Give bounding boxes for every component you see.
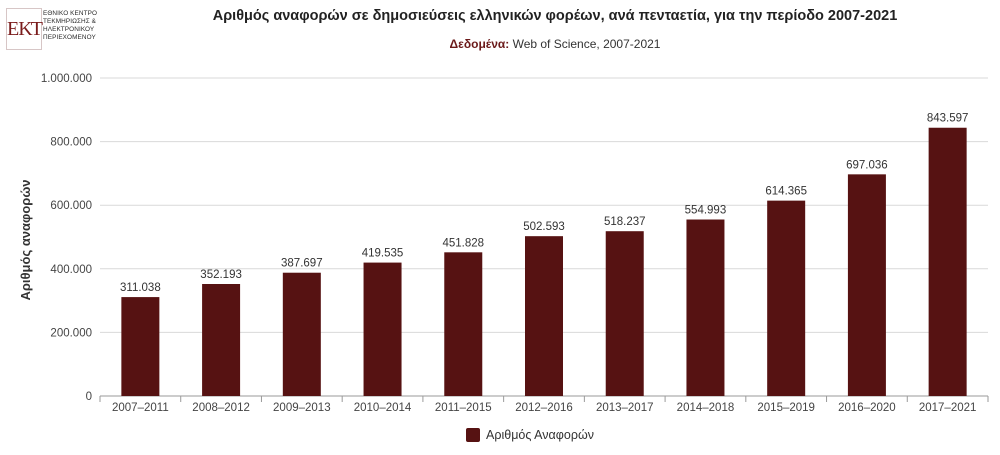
x-tick-label: 2008–2012	[192, 402, 250, 414]
bar[interactable]	[202, 284, 241, 396]
bar[interactable]	[928, 127, 967, 397]
ekt-logo-mark: ΕΚΤ	[6, 8, 43, 50]
chart-title: Αριθμός αναφορών σε δημοσιεύσεις ελληνικ…	[212, 8, 898, 24]
legend[interactable]: Αριθμός Αναφορών	[0, 428, 1000, 442]
bars	[121, 127, 967, 397]
bar[interactable]	[605, 231, 644, 396]
bar[interactable]	[363, 262, 402, 396]
bar[interactable]	[121, 297, 160, 396]
bar[interactable]	[847, 174, 886, 396]
y-tick-label: 600.000	[50, 200, 92, 212]
bar-value-label: 387.697	[281, 258, 323, 270]
bar-chart: 0 200.000 400.000 600.000 800.000 1.000.000 3…	[18, 73, 989, 414]
bar-value-label: 554.993	[685, 205, 727, 217]
bar-value-label: 502.593	[523, 221, 565, 233]
logo-line: ΤΕΚΜΗΡΙΩΣΗΣ &	[43, 18, 97, 25]
data-labels: 311.038 352.193 387.697 419.535 451.828 502.5…	[120, 113, 968, 294]
subtitle-source: Web of Science, 2007-2021	[509, 37, 661, 51]
ekt-logo-text: ΕΘΝΙΚΟ ΚΕΝΤΡΟ ΤΕΚΜΗΡΙΩΣΗΣ & ΗΛΕΚΤΡΟΝΙΚΟΥ…	[43, 10, 113, 42]
bar-value-label: 419.535	[362, 248, 404, 260]
y-tick-label: 0	[86, 391, 92, 403]
x-tick-label: 2011–2015	[435, 402, 492, 414]
y-tick-label: 800.000	[50, 137, 92, 149]
y-axis-title: Αριθμός αναφορών	[18, 179, 33, 300]
bar-value-label: 614.365	[765, 186, 807, 198]
bar-value-label: 311.038	[120, 282, 161, 294]
chart-subtitle: Δεδομένα: Web of Science, 2007-2021	[120, 37, 990, 51]
x-tick-label: 2013–2017	[596, 402, 654, 414]
bar-value-label: 697.036	[846, 159, 888, 171]
x-axis-ticks: 2007–2011 2008–2012 2009–2013 2010–2014 2011…	[99, 396, 989, 414]
logo-line: ΠΕΡΙΕΧΟΜΕΝΟΥ	[43, 34, 96, 41]
bar-value-label: 843.597	[927, 113, 969, 125]
subtitle-label: Δεδομένα:	[449, 37, 510, 51]
bar[interactable]	[444, 252, 483, 396]
logo-line: ΗΛΕΚΤΡΟΝΙΚΟΥ	[43, 26, 95, 33]
bar[interactable]	[686, 219, 725, 396]
y-tick-label: 400.000	[50, 264, 92, 276]
x-tick-label: 2014–2018	[677, 402, 735, 414]
y-tick-label: 200.000	[50, 327, 92, 339]
x-tick-label: 2009–2013	[273, 402, 331, 414]
x-tick-label: 2017–2021	[919, 402, 977, 414]
x-tick-label: 2016–2020	[838, 402, 896, 414]
bar[interactable]	[767, 200, 806, 396]
x-tick-label: 2015–2019	[757, 402, 815, 414]
bar[interactable]	[525, 236, 563, 396]
bar-value-label: 518.237	[604, 216, 646, 228]
x-tick-label: 2010–2014	[354, 402, 412, 414]
x-tick-label: 2007–2011	[112, 402, 169, 414]
bar-value-label: 451.828	[442, 237, 484, 249]
bar[interactable]	[282, 272, 321, 396]
logo-line: ΕΘΝΙΚΟ ΚΕΝΤΡΟ	[43, 10, 98, 17]
ekt-logo: ΕΚΤ ΕΘΝΙΚΟ ΚΕΝΤΡΟ ΤΕΚΜΗΡΙΩΣΗΣ & ΗΛΕΚΤΡΟΝ…	[6, 8, 110, 56]
x-tick-label: 2012–2016	[515, 402, 573, 414]
y-axis-ticks: 0 200.000 400.000 600.000 800.000 1.000.000	[41, 73, 92, 403]
legend-swatch	[466, 428, 481, 442]
legend-label: Αριθμός Αναφορών	[486, 428, 594, 442]
bar-value-label: 352.193	[200, 269, 242, 281]
y-tick-label: 1.000.000	[41, 73, 92, 85]
